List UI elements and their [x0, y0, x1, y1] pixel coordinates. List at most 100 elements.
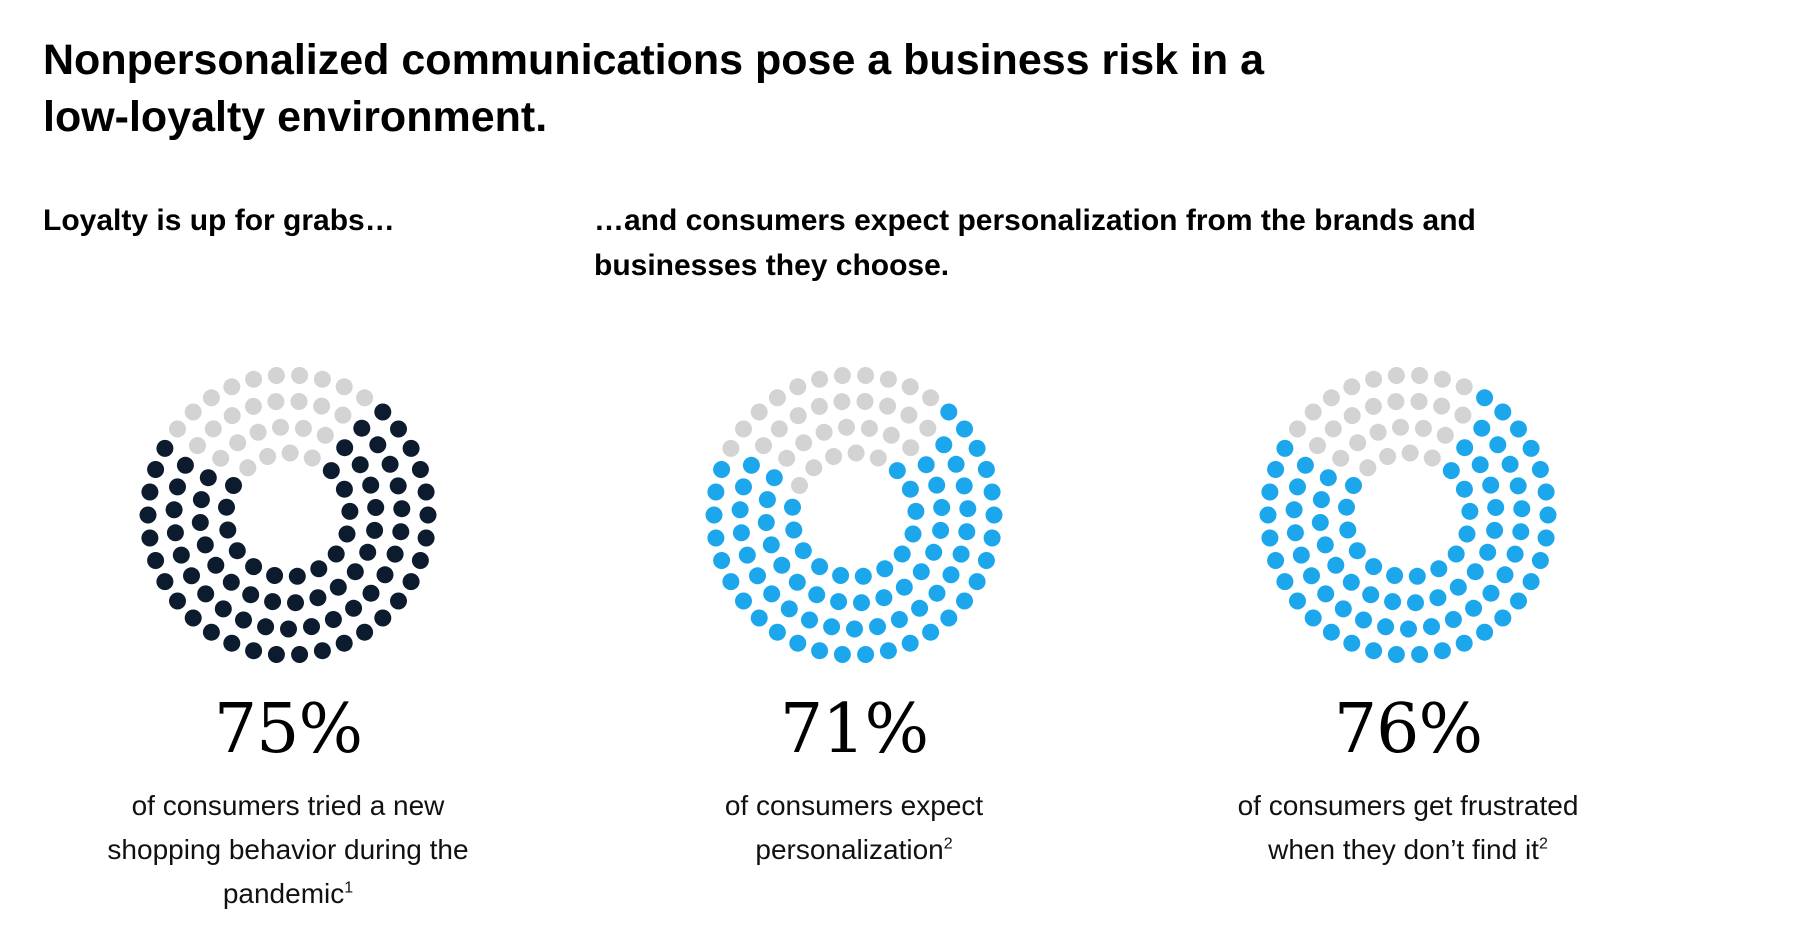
filled-dot-3-3	[1522, 573, 1540, 591]
dot-chart-2	[705, 367, 1003, 663]
filled-dot-3-100	[1345, 477, 1362, 494]
filled-dot-2-69	[912, 563, 930, 581]
unfilled-dot-1-85	[294, 419, 312, 437]
filled-dot-3-20	[1261, 483, 1279, 501]
unfilled-dot-1-24	[184, 403, 202, 421]
filled-dot-1-13	[202, 623, 220, 641]
filled-dot-2-54	[742, 456, 760, 474]
unfilled-dot-2-26	[789, 378, 807, 396]
filled-dot-3-22	[1276, 439, 1294, 457]
filled-dot-3-97	[1348, 542, 1366, 560]
chart-title: Nonpersonalized communications pose a bu…	[43, 36, 1265, 141]
footnote-marker-1: 1	[344, 879, 354, 897]
filled-dot-3-54	[1296, 456, 1314, 474]
unfilled-dot-3-55	[1309, 437, 1326, 455]
filled-dot-3-90	[1487, 499, 1505, 516]
filled-dot-3-47	[1334, 600, 1352, 618]
filled-dot-2-18	[707, 529, 725, 547]
unfilled-dot-3-58	[1364, 397, 1382, 415]
filled-dot-3-15	[1289, 592, 1306, 610]
unfilled-dot-2-23	[735, 420, 752, 438]
filled-dot-1-51	[166, 524, 184, 542]
filled-dot-3-105	[1442, 462, 1460, 480]
filled-dot-3-75	[1342, 573, 1360, 591]
filled-dot-3-79	[1312, 491, 1330, 509]
unfilled-dot-2-100	[791, 477, 808, 494]
stat-description-text-2: of consumers expect personalization	[724, 790, 984, 865]
unfilled-dot-3-57	[1343, 407, 1361, 425]
unfilled-dot-1-61	[313, 397, 331, 415]
filled-dot-2-78	[757, 514, 775, 531]
unfilled-dot-3-29	[1411, 367, 1429, 384]
unfilled-dot-2-62	[900, 406, 918, 424]
unfilled-dot-1-60	[290, 393, 308, 410]
unfilled-dot-1-59	[267, 393, 285, 411]
unfilled-dot-2-32	[922, 389, 940, 407]
filled-dot-1-54	[176, 456, 194, 474]
filled-dot-3-10	[1387, 646, 1405, 663]
unfilled-dot-2-61	[879, 397, 897, 415]
filled-dot-1-52	[165, 501, 183, 519]
unfilled-dot-2-104	[869, 449, 887, 467]
filled-dot-2-70	[895, 578, 913, 596]
filled-dot-1-16	[156, 573, 174, 591]
filled-dot-2-67	[959, 500, 977, 518]
filled-dot-1-40	[362, 584, 380, 602]
filled-dot-3-72	[1407, 594, 1424, 612]
filled-dot-3-70	[1449, 578, 1467, 596]
filled-dot-3-36	[1531, 461, 1549, 478]
filled-dot-3-21	[1267, 461, 1285, 478]
filled-dot-3-78	[1311, 514, 1329, 531]
filled-dot-1-8	[313, 642, 331, 660]
filled-dot-1-79	[192, 491, 210, 509]
filled-dot-2-92	[925, 543, 943, 561]
filled-dot-1-37	[417, 483, 435, 501]
unfilled-dot-1-86	[316, 426, 334, 444]
filled-dot-1-72	[287, 594, 304, 612]
unfilled-dot-2-58	[810, 397, 828, 415]
stat-panel-1: 75% of consumers tried a new shopping be…	[38, 360, 538, 916]
filled-dot-2-109	[893, 545, 911, 563]
unfilled-dot-3-59	[1387, 393, 1405, 411]
filled-dot-1-22	[156, 439, 174, 457]
filled-dot-1-74	[242, 586, 260, 604]
filled-dot-3-74	[1362, 586, 1380, 604]
unfilled-dot-2-31	[901, 378, 919, 396]
unfilled-dot-3-26	[1343, 378, 1361, 396]
filled-dot-2-42	[890, 611, 908, 628]
filled-dot-3-13	[1322, 623, 1340, 641]
filled-dot-3-99	[1338, 498, 1355, 516]
unfilled-dot-2-25	[768, 389, 786, 407]
filled-dot-3-51	[1286, 524, 1304, 542]
filled-dot-1-90	[367, 499, 385, 516]
filled-dot-1-46	[235, 611, 252, 629]
unfilled-dot-2-81	[778, 449, 796, 467]
filled-dot-2-1	[983, 529, 1001, 547]
filled-dot-3-19	[1259, 506, 1277, 524]
dot-chart-1	[139, 367, 437, 663]
filled-dot-3-16	[1276, 573, 1294, 591]
stat-value-3: 76%	[1333, 690, 1483, 769]
filled-dot-1-47	[214, 600, 232, 618]
filled-dot-2-44	[846, 620, 863, 638]
filled-dot-3-98	[1339, 521, 1357, 539]
filled-dot-2-66	[955, 477, 973, 495]
filled-dot-1-105	[322, 462, 340, 480]
filled-dot-2-79	[758, 491, 776, 509]
filled-dot-2-77	[762, 536, 780, 554]
unfilled-dot-1-55	[189, 437, 206, 455]
filled-dot-1-34	[390, 420, 407, 438]
filled-dot-2-35	[968, 439, 986, 457]
filled-dot-3-42	[1444, 611, 1462, 628]
stat-description-1: of consumers tried a new shopping behavi…	[98, 784, 478, 916]
filled-dot-3-8	[1433, 642, 1451, 660]
filled-dot-2-93	[876, 560, 894, 578]
filled-dot-3-91	[1486, 521, 1504, 539]
filled-dot-2-65	[947, 455, 965, 473]
filled-dot-1-17	[147, 552, 165, 569]
filled-dot-2-34	[956, 420, 973, 438]
filled-dot-2-47	[780, 600, 798, 618]
filled-dot-3-45	[1377, 618, 1395, 636]
filled-dot-2-97	[794, 542, 812, 560]
filled-dot-3-48	[1317, 585, 1335, 603]
